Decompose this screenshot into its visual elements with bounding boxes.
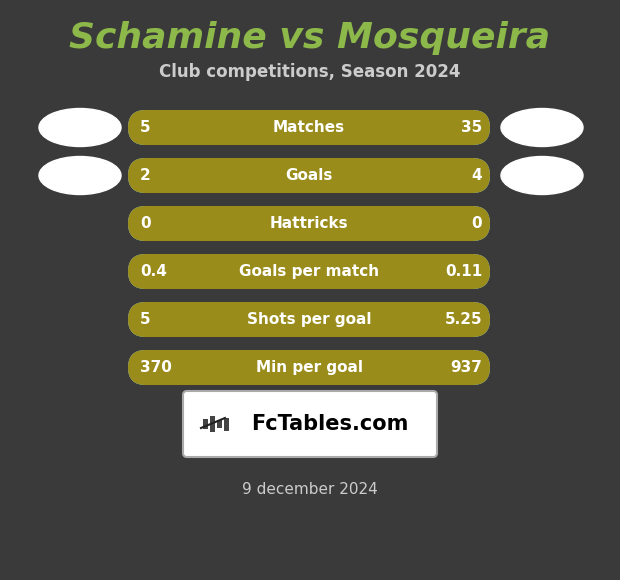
Text: FcTables.com: FcTables.com — [251, 414, 409, 434]
Bar — [128, 350, 231, 385]
Text: 937: 937 — [450, 360, 482, 375]
FancyBboxPatch shape — [128, 302, 490, 337]
Text: Min per goal: Min per goal — [255, 360, 363, 375]
Text: Schamine vs Mosqueira: Schamine vs Mosqueira — [69, 21, 551, 55]
Bar — [128, 254, 412, 289]
FancyBboxPatch shape — [128, 350, 490, 385]
Text: 0: 0 — [140, 216, 151, 231]
Text: 5.25: 5.25 — [445, 312, 482, 327]
FancyBboxPatch shape — [128, 254, 490, 289]
Text: Goals per match: Goals per match — [239, 264, 379, 279]
FancyBboxPatch shape — [128, 158, 490, 193]
Bar — [128, 158, 249, 193]
FancyBboxPatch shape — [128, 110, 490, 145]
Bar — [128, 302, 304, 337]
FancyBboxPatch shape — [128, 254, 490, 289]
FancyBboxPatch shape — [128, 206, 490, 241]
Text: 9 december 2024: 9 december 2024 — [242, 483, 378, 498]
FancyBboxPatch shape — [128, 350, 490, 385]
Ellipse shape — [501, 108, 583, 147]
FancyBboxPatch shape — [183, 391, 437, 457]
Bar — [217, 420, 222, 428]
Text: 35: 35 — [461, 120, 482, 135]
Text: Hattricks: Hattricks — [270, 216, 348, 231]
Ellipse shape — [39, 108, 121, 147]
Bar — [224, 418, 229, 430]
Text: Club competitions, Season 2024: Club competitions, Season 2024 — [159, 63, 461, 81]
Text: Goals: Goals — [285, 168, 333, 183]
FancyBboxPatch shape — [128, 206, 490, 241]
Text: 5: 5 — [140, 120, 151, 135]
Text: Shots per goal: Shots per goal — [247, 312, 371, 327]
Bar — [128, 110, 173, 145]
Text: 370: 370 — [140, 360, 172, 375]
Bar — [203, 419, 208, 429]
FancyBboxPatch shape — [128, 302, 490, 337]
Text: 5: 5 — [140, 312, 151, 327]
Text: 0: 0 — [471, 216, 482, 231]
Text: 0.4: 0.4 — [140, 264, 167, 279]
FancyBboxPatch shape — [128, 158, 490, 193]
Text: 4: 4 — [471, 168, 482, 183]
Ellipse shape — [39, 157, 121, 194]
Text: 0.11: 0.11 — [445, 264, 482, 279]
Text: Matches: Matches — [273, 120, 345, 135]
FancyBboxPatch shape — [128, 110, 490, 145]
Ellipse shape — [501, 157, 583, 194]
Bar — [128, 206, 309, 241]
Text: 2: 2 — [140, 168, 151, 183]
Bar — [210, 416, 215, 432]
